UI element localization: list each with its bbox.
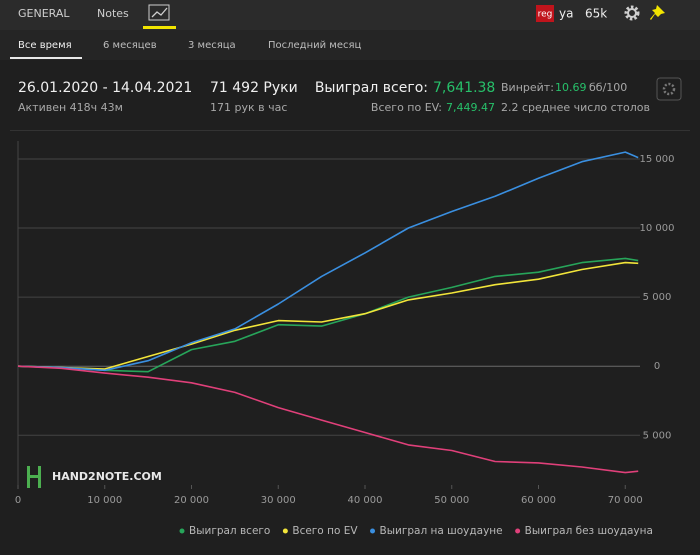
x-tick-label: 50 000: [434, 495, 469, 506]
pin: [650, 5, 665, 20]
winrate-value: 10.69: [555, 81, 587, 94]
logo-bar: [27, 466, 30, 488]
y-tick-label: 10 000: [640, 223, 675, 234]
legend-label: Всего по EV: [292, 525, 358, 537]
graph-icon-frame: [148, 4, 170, 21]
watermark: HAND2NOTE.COM: [27, 466, 162, 488]
reg-badge-text: reg: [538, 10, 553, 20]
x-tick-label: 70 000: [608, 495, 643, 506]
account-count: 65k: [585, 7, 607, 21]
active-time: Активен 418ч 43м: [18, 101, 123, 114]
tab-general[interactable]: GENERAL: [18, 7, 70, 20]
gear-body: [627, 8, 637, 18]
legend-label: Выиграл на шоудауне: [380, 525, 503, 537]
legend-label: Выиграл без шоудауна: [525, 525, 653, 537]
period-bar: [0, 30, 700, 60]
series-line: [17, 257, 639, 373]
tab-active-underline: [143, 26, 176, 29]
hands: 71 492 Руки: [210, 80, 298, 96]
legend-dot: [370, 528, 376, 534]
legend-dot: [515, 528, 521, 534]
legend-item: Всего по EV: [282, 525, 358, 537]
tab-graph[interactable]: [143, 4, 176, 29]
legend-item: Выиграл без шоудауна: [515, 525, 653, 537]
winrate-unit: бб/100: [589, 81, 627, 94]
tab-notes[interactable]: Notes: [97, 7, 129, 20]
avg-tables: 2.2 среднее число столов: [501, 101, 650, 114]
y-tick-label: 5 000: [643, 430, 672, 441]
x-tick-label: 10 000: [87, 495, 122, 506]
y-tick-label: 15 000: [640, 154, 675, 165]
button-gear: [662, 82, 676, 96]
logo-bar: [38, 466, 41, 488]
series-line: [17, 261, 639, 370]
graph-icon: [151, 7, 168, 18]
x-tick-label: 30 000: [261, 495, 296, 506]
ev-value: 7,449.47: [446, 101, 495, 114]
settings-icon[interactable]: [624, 5, 640, 21]
legend-item: Выиграл на шоудауне: [370, 525, 503, 537]
period-tab[interactable]: 3 месяца: [188, 40, 236, 51]
legend-label: Выиграл всего: [189, 525, 270, 537]
gear-teeth: [624, 5, 640, 21]
won-label: Выиграл всего:: [315, 80, 428, 96]
period-tab-active[interactable]: Все время: [18, 40, 72, 51]
legend-dot: [179, 528, 185, 534]
legend-item: Выиграл всего: [179, 525, 270, 537]
winrate-label: Винрейт:: [501, 81, 554, 94]
x-tick-label: 20 000: [174, 495, 209, 506]
won-value: 7,641.38: [433, 80, 495, 96]
y-tick-label: 0: [654, 361, 660, 372]
account-name: ya: [559, 7, 573, 21]
legend-dot: [282, 528, 288, 534]
ev-label: Всего по EV:: [371, 101, 442, 114]
period-tab[interactable]: 6 месяцев: [103, 40, 157, 51]
chart: 5 000 0 5 000 10 000 15 000 0 10 000 20 000 30 0…: [15, 141, 675, 537]
top-bar: [0, 0, 700, 30]
period-tab[interactable]: Последний месяц: [268, 40, 362, 51]
reg-badge: [536, 5, 554, 22]
divider: [10, 130, 690, 131]
button-frame: [656, 77, 682, 101]
y-tick-label: 5 000: [643, 292, 672, 303]
date-range: 26.01.2020 - 14.04.2021: [18, 80, 192, 96]
x-tick-label: 60 000: [521, 495, 556, 506]
x-tick-label: 0: [15, 495, 21, 506]
chart-settings-button[interactable]: [656, 77, 682, 101]
hands-per-hour: 171 рук в час: [210, 101, 287, 114]
series-line: [17, 365, 639, 474]
period-underline: [10, 57, 82, 59]
logo-bar: [29, 475, 39, 478]
watermark-text: HAND2NOTE.COM: [52, 470, 162, 483]
series-line: [17, 151, 639, 372]
pin-icon[interactable]: [650, 5, 665, 20]
x-tick-label: 40 000: [348, 495, 383, 506]
legend: Выиграл всего Всего по EV Выиграл на шоуда…: [179, 525, 653, 537]
